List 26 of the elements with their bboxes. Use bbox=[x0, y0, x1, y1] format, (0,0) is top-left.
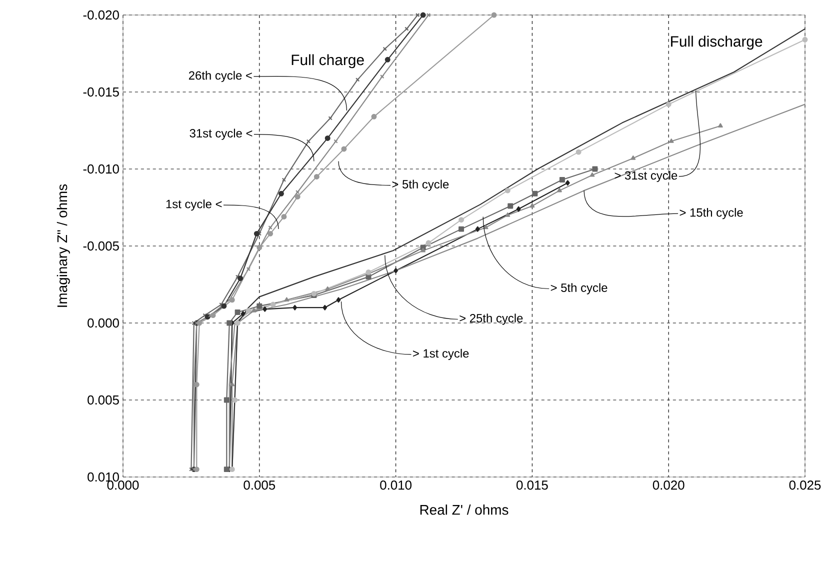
annotation: > 31st cycle bbox=[614, 170, 678, 182]
annotation: 31st cycle < bbox=[190, 128, 252, 140]
annotation: 1st cycle < bbox=[166, 199, 222, 211]
y-axis-title: Imaginary Z" / ohms bbox=[56, 184, 70, 307]
y-tick-label: -0.015 bbox=[83, 87, 119, 97]
x-tick-label: 0.025 bbox=[789, 480, 821, 490]
x-tick-label: 0.000 bbox=[107, 480, 139, 490]
x-tick-label: 0.005 bbox=[244, 480, 276, 490]
annotation: > 5th cycle bbox=[550, 283, 608, 294]
annotation: > 25th cycle bbox=[460, 314, 523, 325]
x-tick-label: 0.020 bbox=[652, 480, 684, 490]
y-tick-label: 0.005 bbox=[88, 395, 119, 405]
annotation: > 1st cycle bbox=[413, 348, 469, 360]
x-tick-label: 0.010 bbox=[380, 480, 412, 490]
annotation: Full charge bbox=[292, 54, 364, 68]
y-tick-label: -0.020 bbox=[83, 10, 119, 20]
y-tick-label: 0.010 bbox=[88, 472, 119, 482]
annotation: 26th cycle < bbox=[188, 70, 252, 82]
x-axis-title: Real Z' / ohms bbox=[420, 504, 508, 515]
annotation: Full discharge bbox=[671, 36, 762, 50]
annotation: > 15th cycle bbox=[680, 208, 743, 220]
x-tick-label: 0.015 bbox=[516, 480, 548, 490]
y-tick-label: -0.010 bbox=[83, 164, 119, 174]
y-tick-label: -0.005 bbox=[83, 241, 119, 251]
y-tick-label: 0.000 bbox=[88, 318, 119, 328]
annotation: > 5th cycle bbox=[392, 180, 449, 191]
